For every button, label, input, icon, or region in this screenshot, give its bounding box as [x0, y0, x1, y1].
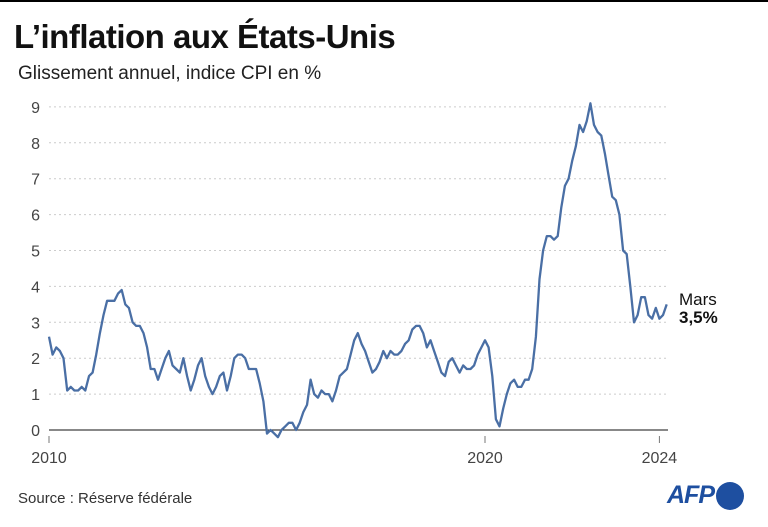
y-tick-label: 7: [31, 172, 40, 189]
annotation-month: Mars: [679, 290, 717, 309]
y-tick-label: 9: [31, 100, 40, 117]
source-note: Source : Réserve fédérale: [18, 490, 193, 507]
y-tick-label: 6: [31, 208, 40, 225]
series-line: [47, 102, 668, 439]
logo-dot-icon: [716, 481, 744, 510]
y-tick-label: 8: [31, 136, 40, 153]
y-tick-label: 2: [31, 351, 40, 368]
logo-text: AFP: [667, 481, 715, 509]
y-tick-label: 1: [31, 387, 40, 404]
afp-logo: AFP: [667, 481, 744, 510]
chart-subtitle: Glissement annuel, indice CPI en %: [18, 63, 322, 84]
chart-title: L’inflation aux États-Unis: [14, 18, 396, 55]
y-tick-label: 5: [31, 244, 40, 261]
y-tick-label: 4: [31, 279, 40, 296]
x-tick-label: 2010: [31, 450, 67, 467]
x-tick-label: 2020: [467, 450, 503, 467]
annotation-value: 3,5%: [679, 308, 718, 327]
top-rule: [0, 0, 768, 2]
y-tick-label: 0: [31, 423, 40, 440]
x-tick-label: 2024: [642, 450, 678, 467]
y-tick-label: 3: [31, 315, 40, 332]
